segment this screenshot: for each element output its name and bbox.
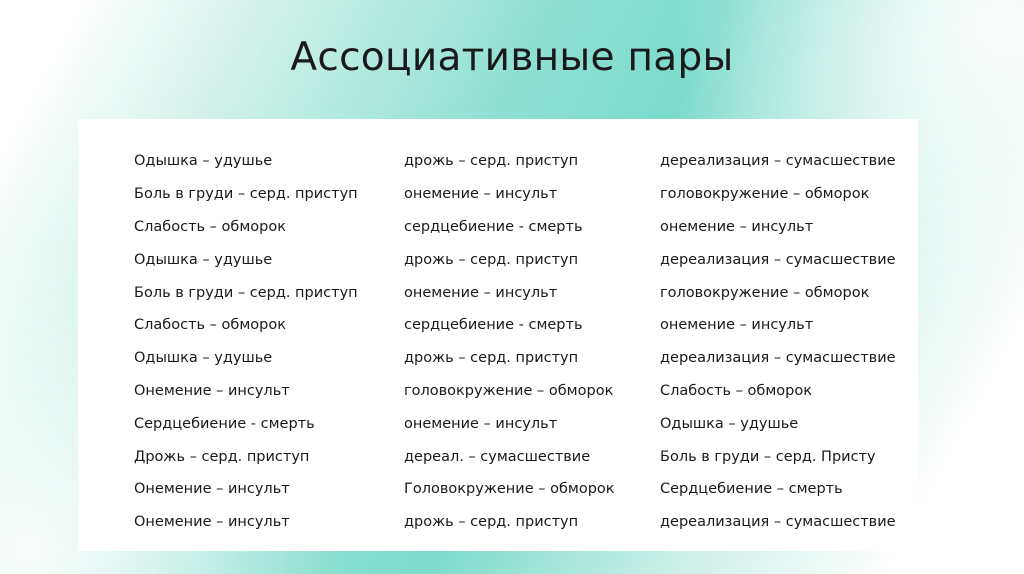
table-row: Онемение – инсульт Головокружение – обмор… — [78, 473, 966, 506]
table-cell: сердцебиение - смерть — [404, 218, 583, 235]
table-cell: головокружение – обморок — [660, 284, 870, 301]
table-cell: Боль в груди – серд. приступ — [134, 284, 358, 301]
table-cell: дереализация – сумасшествие — [660, 514, 896, 531]
table-cell: Онемение – инсульт — [134, 481, 290, 498]
table-row: Боль в груди – серд. приступ онемение – и… — [78, 276, 966, 309]
table-cell: онемение – инсульт — [404, 284, 558, 301]
table-cell: Одышка – удушье — [134, 350, 273, 367]
table-row: Дрожь – серд. приступ дереал. – сумасшест… — [78, 440, 966, 473]
table-row: Одышка – удушье дрожь – серд. приступ дере… — [78, 145, 966, 178]
table-row: Одышка – удушье дрожь – серд. приступ дере… — [78, 243, 966, 276]
table-row: Одышка – удушье дрожь – серд. приступ дере… — [78, 342, 966, 375]
table-row: Слабость – обморок сердцебиение - смерть о… — [78, 309, 966, 342]
table-cell: Сердцебиение – смерть — [660, 481, 843, 498]
table-cell: Одышка – удушье — [660, 415, 799, 432]
table-cell: Сердцебиение - смерть — [134, 415, 315, 432]
content-card: Одышка – удушье дрожь – серд. приступ дере… — [78, 119, 918, 551]
table-cell: дрожь – серд. приступ — [404, 514, 579, 531]
table-cell: онемение – инсульт — [660, 218, 814, 235]
table-row: Сердцебиение - смерть онемение – инсульт О… — [78, 407, 966, 440]
table-row: Онемение – инсульт головокружение – обмор… — [78, 375, 966, 408]
table-cell: дрожь – серд. приступ — [404, 350, 579, 367]
table-cell: Слабость – обморок — [134, 317, 286, 334]
table-cell: дрожь – серд. приступ — [404, 153, 579, 170]
table-cell: дрожь – серд. приступ — [404, 251, 579, 268]
table-cell: онемение – инсульт — [404, 186, 558, 203]
table-cell: Онемение – инсульт — [134, 514, 290, 531]
table-cell: онемение – инсульт — [404, 415, 558, 432]
table-body: Одышка – удушье дрожь – серд. приступ дере… — [78, 145, 966, 539]
table-row: Боль в груди – серд. приступ онемение – и… — [78, 178, 966, 211]
table-cell: Боль в груди – серд. Присту — [660, 448, 876, 465]
table-cell: Одышка – удушье — [134, 153, 273, 170]
association-pairs-table: Одышка – удушье дрожь – серд. приступ дере… — [78, 145, 966, 539]
table-cell: Одышка – удушье — [134, 251, 273, 268]
page-title: Ассоциативные пары — [290, 35, 734, 80]
table-cell: дереализация – сумасшествие — [660, 350, 896, 367]
table-cell: сердцебиение - смерть — [404, 317, 583, 334]
table-cell: дереализация – сумасшествие — [660, 153, 896, 170]
content-card-inner: Одышка – удушье дрожь – серд. приступ дере… — [78, 119, 918, 551]
table-cell: Онемение – инсульт — [134, 382, 290, 399]
table-cell: Слабость – обморок — [134, 218, 286, 235]
table-cell: Боль в груди – серд. приступ — [134, 186, 358, 203]
table-cell: головокружение – обморок — [660, 186, 870, 203]
table-cell: головокружение – обморок — [404, 382, 614, 399]
table-row: Слабость – обморок сердцебиение - смерть о… — [78, 211, 966, 244]
table-cell: дереал. – сумасшествие — [404, 448, 591, 465]
table-row: Онемение – инсульт дрожь – серд. приступ д… — [78, 506, 966, 539]
table-cell: дереализация – сумасшествие — [660, 251, 896, 268]
table-cell: онемение – инсульт — [660, 317, 814, 334]
table-cell: Дрожь – серд. приступ — [134, 448, 310, 465]
table-cell: Головокружение – обморок — [404, 481, 615, 498]
table-cell: Слабость – обморок — [660, 382, 812, 399]
